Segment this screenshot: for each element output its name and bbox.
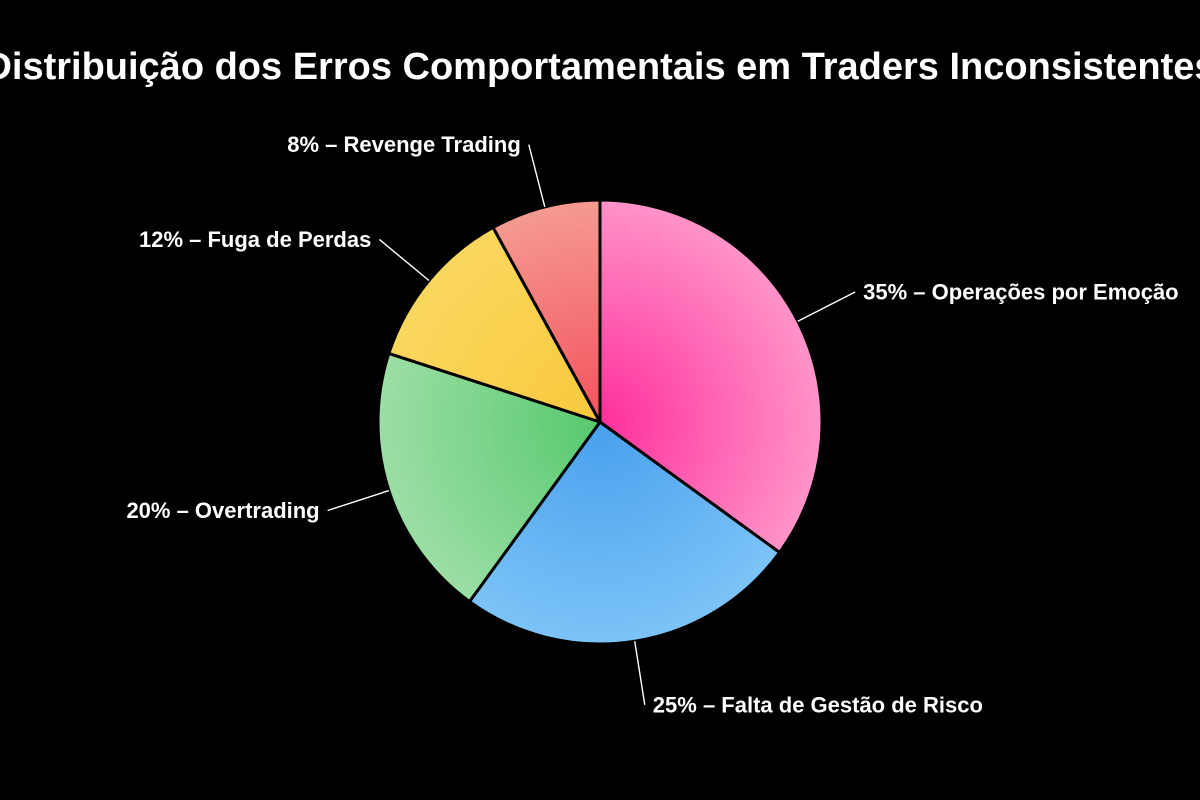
pie-slice-overtrading [376, 351, 602, 604]
chart-title: Distribuição dos Erros Comportamentais e… [0, 46, 1200, 88]
leader-line-fuga-de-perdas [378, 238, 430, 282]
pie-slice-fuga-de-perdas [387, 225, 602, 424]
pie-slice-label-falta-de-gestao-de-risco: 25% – Falta de Gestão de Risco [653, 692, 983, 717]
leader-line-revenge-trading [528, 144, 546, 208]
leader-line-operacoes-por-emocao [797, 291, 856, 322]
leader-line-falta-de-gestao-de-risco [634, 641, 646, 705]
pie-slice-falta-de-gestao-de-risco [468, 420, 782, 646]
pie-slice-label-fuga-de-perdas: 12% – Fuga de Perdas [139, 227, 371, 252]
leader-line-overtrading [327, 489, 390, 512]
pie-slice-label-operacoes-por-emocao: 35% – Operações por Emoção [863, 279, 1178, 304]
pie-slice-label-revenge-trading: 8% – Revenge Trading [287, 132, 521, 157]
pie-slice-label-overtrading: 20% – Overtrading [126, 498, 319, 523]
pie-slice-revenge-trading [491, 198, 602, 424]
